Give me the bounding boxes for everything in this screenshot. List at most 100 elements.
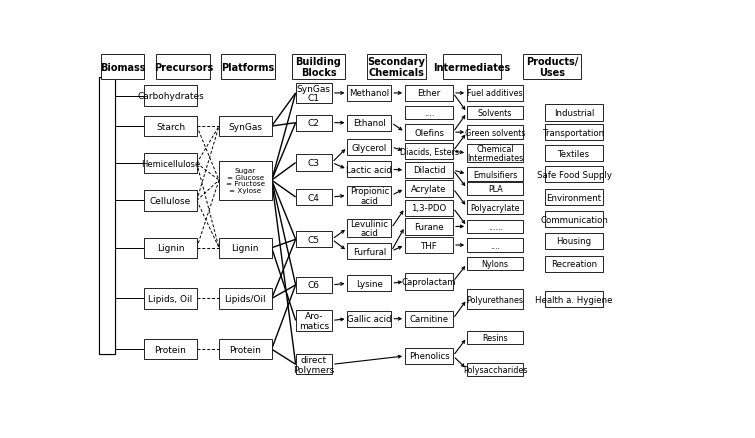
FancyBboxPatch shape xyxy=(296,232,332,248)
FancyBboxPatch shape xyxy=(99,78,116,354)
Text: C4: C4 xyxy=(308,193,319,202)
FancyBboxPatch shape xyxy=(405,106,453,120)
FancyBboxPatch shape xyxy=(405,219,453,235)
FancyBboxPatch shape xyxy=(467,126,523,140)
FancyBboxPatch shape xyxy=(467,331,523,344)
Text: Building
Blocks: Building Blocks xyxy=(295,57,341,78)
Text: Green solvents: Green solvents xyxy=(465,128,525,138)
Text: Starch: Starch xyxy=(156,122,185,131)
Text: SynGas
C1: SynGas C1 xyxy=(297,85,331,103)
FancyBboxPatch shape xyxy=(296,115,332,131)
FancyBboxPatch shape xyxy=(144,154,197,174)
Text: Textiles: Textiles xyxy=(558,149,590,158)
FancyBboxPatch shape xyxy=(522,55,581,80)
FancyBboxPatch shape xyxy=(367,55,426,80)
FancyBboxPatch shape xyxy=(144,289,197,309)
Text: Ether: Ether xyxy=(418,89,441,98)
Text: Recreation: Recreation xyxy=(551,260,597,268)
Text: ....: .... xyxy=(490,241,500,250)
Text: Biomass: Biomass xyxy=(100,62,145,72)
FancyBboxPatch shape xyxy=(545,125,603,141)
FancyBboxPatch shape xyxy=(296,155,332,171)
FancyBboxPatch shape xyxy=(347,162,391,178)
Text: C2: C2 xyxy=(308,119,319,128)
FancyBboxPatch shape xyxy=(347,140,391,156)
FancyBboxPatch shape xyxy=(467,182,523,196)
FancyBboxPatch shape xyxy=(545,146,603,162)
Text: Hemicellulose: Hemicellulose xyxy=(141,159,200,168)
Text: Products/
Uses: Products/ Uses xyxy=(525,57,578,78)
FancyBboxPatch shape xyxy=(545,233,603,250)
Text: Chemical
Intermediates: Chemical Intermediates xyxy=(467,145,523,163)
FancyBboxPatch shape xyxy=(405,274,453,290)
Text: Emulsifiers: Emulsifiers xyxy=(473,170,517,179)
Text: Protein: Protein xyxy=(230,345,261,354)
Text: Olefins: Olefins xyxy=(414,128,444,138)
FancyBboxPatch shape xyxy=(405,125,453,141)
Text: Transportation: Transportation xyxy=(543,128,606,138)
Text: Furfural: Furfural xyxy=(353,247,386,256)
Text: ......: ...... xyxy=(488,223,503,231)
FancyBboxPatch shape xyxy=(467,363,523,376)
Text: Secondary
Chemicals: Secondary Chemicals xyxy=(368,57,425,78)
FancyBboxPatch shape xyxy=(467,145,523,163)
Text: Polyurethanes: Polyurethanes xyxy=(467,295,524,304)
FancyBboxPatch shape xyxy=(296,311,332,331)
FancyBboxPatch shape xyxy=(144,191,197,211)
Text: Methanol: Methanol xyxy=(350,89,390,98)
Text: Lignin: Lignin xyxy=(157,244,184,253)
Text: ....: .... xyxy=(424,109,434,118)
Text: Cellulose: Cellulose xyxy=(149,197,191,205)
Text: Furane: Furane xyxy=(414,223,444,231)
Text: Ethanol: Ethanol xyxy=(353,119,386,128)
Text: C5: C5 xyxy=(308,235,320,244)
FancyBboxPatch shape xyxy=(296,84,332,104)
Text: Phenolics: Phenolics xyxy=(408,352,449,360)
Text: PLA: PLA xyxy=(488,185,503,194)
FancyBboxPatch shape xyxy=(347,85,391,102)
FancyBboxPatch shape xyxy=(405,162,453,179)
FancyBboxPatch shape xyxy=(467,257,523,271)
FancyBboxPatch shape xyxy=(144,339,197,360)
Text: Health a. Hygiene: Health a. Hygiene xyxy=(535,295,613,304)
FancyBboxPatch shape xyxy=(347,115,391,131)
FancyBboxPatch shape xyxy=(467,85,523,102)
Text: Aro-
matics: Aro- matics xyxy=(299,311,329,330)
FancyBboxPatch shape xyxy=(442,55,501,80)
FancyBboxPatch shape xyxy=(219,117,272,137)
Text: C6: C6 xyxy=(308,281,320,290)
FancyBboxPatch shape xyxy=(467,106,523,120)
Text: Solvents: Solvents xyxy=(478,109,513,118)
FancyBboxPatch shape xyxy=(347,276,391,292)
FancyBboxPatch shape xyxy=(144,238,197,258)
FancyBboxPatch shape xyxy=(467,290,523,310)
FancyBboxPatch shape xyxy=(219,339,272,360)
Text: Propionic
acid: Propionic acid xyxy=(350,187,389,205)
Text: Industrial: Industrial xyxy=(554,109,594,118)
FancyBboxPatch shape xyxy=(347,244,391,260)
Text: Polyacrylate: Polyacrylate xyxy=(470,203,520,212)
FancyBboxPatch shape xyxy=(405,181,453,197)
Text: Communication: Communication xyxy=(541,215,608,224)
FancyBboxPatch shape xyxy=(144,86,197,106)
Text: Resins: Resins xyxy=(482,333,508,342)
Text: Fuel additives: Fuel additives xyxy=(467,89,523,98)
Text: Caprolactam: Caprolactam xyxy=(402,277,456,286)
FancyBboxPatch shape xyxy=(296,354,332,374)
FancyBboxPatch shape xyxy=(347,219,391,238)
FancyBboxPatch shape xyxy=(219,289,272,309)
FancyBboxPatch shape xyxy=(219,161,272,200)
FancyBboxPatch shape xyxy=(405,144,453,160)
Text: Platforms: Platforms xyxy=(221,62,274,72)
Text: direct
Polymers: direct Polymers xyxy=(293,355,334,374)
Text: Lysine: Lysine xyxy=(356,279,383,288)
FancyBboxPatch shape xyxy=(291,55,345,80)
FancyBboxPatch shape xyxy=(347,187,391,205)
Text: Dilactid: Dilactid xyxy=(413,166,445,175)
FancyBboxPatch shape xyxy=(219,238,272,258)
FancyBboxPatch shape xyxy=(545,105,603,121)
FancyBboxPatch shape xyxy=(296,277,332,293)
FancyBboxPatch shape xyxy=(545,291,603,307)
Text: Safe Food Supply: Safe Food Supply xyxy=(537,170,612,179)
FancyBboxPatch shape xyxy=(467,168,523,181)
